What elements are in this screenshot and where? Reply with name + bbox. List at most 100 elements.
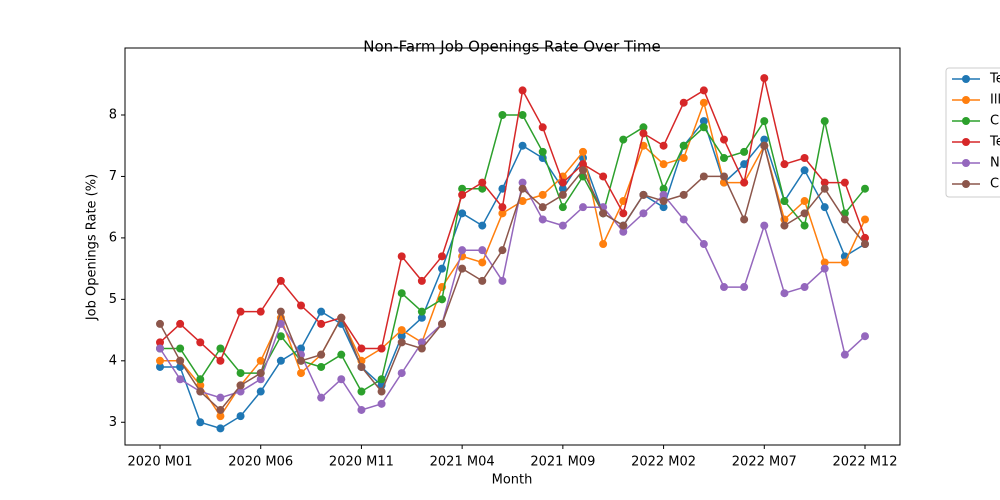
data-point [216, 412, 225, 421]
x-tick-label: 2021 M09 [530, 455, 595, 470]
data-point [840, 178, 849, 187]
data-point [498, 276, 507, 285]
data-point [417, 338, 426, 347]
data-point [276, 356, 285, 365]
data-point [800, 197, 809, 206]
data-point [317, 362, 326, 371]
data-point [478, 184, 487, 193]
data-point [377, 344, 386, 353]
data-point [659, 197, 668, 206]
data-point [176, 356, 185, 365]
data-point [156, 362, 164, 371]
data-point [317, 393, 326, 402]
data-point [438, 295, 446, 304]
x-tick-label: 2022 M07 [732, 455, 797, 470]
data-point [558, 178, 567, 187]
data-point [276, 276, 285, 285]
data-point [458, 190, 467, 199]
legend-marker [962, 159, 970, 167]
data-point [478, 221, 487, 230]
data-point [498, 110, 507, 119]
data-point [800, 283, 809, 292]
data-point [780, 197, 789, 206]
data-point [397, 252, 406, 261]
data-point [236, 381, 245, 390]
data-point [417, 344, 426, 353]
data-point [800, 221, 809, 230]
data-point [458, 209, 467, 218]
data-point [377, 399, 386, 408]
series-line [160, 119, 866, 430]
data-point [538, 203, 547, 212]
data-point [518, 178, 527, 187]
data-point [840, 258, 849, 267]
x-tick-label: 2020 M06 [228, 455, 293, 470]
data-point [780, 160, 789, 169]
legend-marker [962, 75, 970, 83]
data-point [317, 350, 326, 359]
data-point [558, 203, 567, 212]
data-point [579, 166, 587, 175]
y-axis-label: Job Openings Rate (%) [85, 174, 100, 321]
data-point [740, 283, 749, 292]
data-point [861, 332, 869, 341]
data-point [679, 141, 688, 150]
data-point [699, 86, 708, 95]
data-point [861, 233, 869, 242]
data-point [740, 178, 749, 187]
data-point [518, 110, 527, 119]
data-point [196, 338, 205, 347]
data-point [760, 135, 769, 144]
data-point [740, 215, 749, 224]
legend-marker [962, 117, 970, 125]
data-point [176, 319, 185, 328]
data-point [236, 369, 245, 378]
data-point [720, 154, 728, 163]
data-point [216, 356, 225, 365]
data-point [861, 184, 869, 193]
data-point [760, 221, 769, 230]
data-point [579, 147, 587, 156]
data-point [820, 117, 829, 126]
data-point [820, 264, 829, 273]
y-tick-label: 8 [109, 107, 117, 122]
data-point [538, 147, 547, 156]
data-point [820, 203, 829, 212]
data-point [317, 319, 326, 328]
data-point [679, 154, 688, 163]
data-point [800, 209, 809, 218]
data-point [679, 98, 688, 107]
data-point [478, 258, 487, 267]
data-point [780, 289, 789, 298]
data-point [176, 375, 185, 384]
data-point [498, 184, 507, 193]
data-point [820, 258, 829, 267]
plot-area [124, 47, 901, 446]
data-point [438, 264, 446, 273]
data-point [256, 387, 265, 396]
data-point [236, 412, 245, 421]
series-line [159, 180, 866, 411]
data-point [377, 375, 386, 384]
data-point [196, 387, 205, 396]
legend-label: Ill [990, 93, 1000, 108]
series-line [159, 77, 866, 363]
data-point [256, 307, 265, 316]
data-point [216, 393, 225, 402]
chart-title: Non-Farm Job Openings Rate Over Time [363, 38, 661, 56]
data-point [800, 154, 809, 163]
data-point [740, 147, 749, 156]
data-point [840, 350, 849, 359]
data-point [720, 135, 728, 144]
legend-label: C [990, 177, 999, 192]
data-point [458, 184, 467, 193]
legend-label: C [990, 114, 999, 129]
data-point [276, 307, 285, 316]
data-point [156, 356, 164, 365]
data-point [337, 350, 346, 359]
legend-label: N [990, 156, 1000, 171]
data-point [599, 172, 608, 181]
data-point [458, 246, 467, 255]
data-point [820, 184, 829, 193]
data-point [256, 375, 265, 384]
